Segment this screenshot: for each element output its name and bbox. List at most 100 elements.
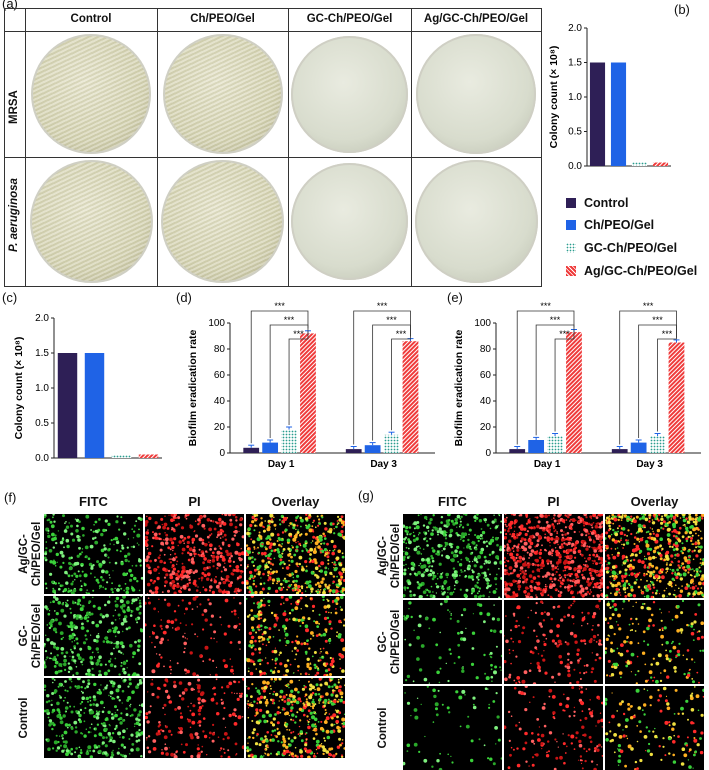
micrograph-image bbox=[605, 600, 704, 684]
micrograph bbox=[246, 514, 345, 594]
micrograph-image bbox=[605, 686, 704, 770]
x-tick-label: Day 3 bbox=[370, 459, 397, 470]
micrograph-column-header: FITC bbox=[44, 494, 143, 509]
plate-column-header: Ch/PEO/Gel bbox=[157, 13, 288, 25]
micrograph-image bbox=[145, 514, 244, 594]
bar bbox=[669, 343, 685, 454]
legend-label: GC-Ch/PEO/Gel bbox=[584, 241, 677, 255]
plate-row-header: MRSA bbox=[8, 90, 20, 124]
micrograph-image bbox=[504, 686, 603, 770]
bar bbox=[611, 63, 626, 167]
legend-swatch bbox=[566, 198, 576, 208]
micrograph-row-header: GC- Ch/PEO/Gel bbox=[18, 601, 46, 671]
micrograph-image bbox=[605, 514, 704, 598]
micrograph-row-header: GC- Ch/PEO/Gel bbox=[377, 605, 405, 679]
micrograph-image bbox=[44, 514, 143, 594]
micrograph bbox=[145, 596, 244, 676]
bar bbox=[262, 443, 278, 453]
micrograph-row-header: Ag/GC- Ch/PEO/Gel bbox=[377, 519, 405, 593]
legend-label: Ch/PEO/Gel bbox=[584, 218, 654, 232]
y-tick-label: 1.0 bbox=[35, 383, 49, 394]
grid-line bbox=[5, 157, 541, 158]
y-tick-label: 0 bbox=[219, 448, 225, 459]
y-tick-label: 2.0 bbox=[35, 313, 49, 324]
panel-label-g: (g) bbox=[358, 488, 374, 503]
significance-label: *** bbox=[559, 329, 570, 339]
micrograph bbox=[145, 514, 244, 594]
legend-item: GC-Ch/PEO/Gel bbox=[566, 241, 677, 255]
legend-swatch bbox=[566, 243, 576, 253]
significance-label: *** bbox=[293, 329, 304, 339]
bar bbox=[346, 449, 362, 453]
micrograph-image bbox=[44, 596, 143, 676]
agar-plate-image bbox=[416, 34, 536, 154]
bar bbox=[139, 455, 158, 459]
micrograph bbox=[44, 678, 143, 758]
micrograph-column-header: Overlay bbox=[605, 494, 704, 509]
micrograph bbox=[44, 596, 143, 676]
bar bbox=[243, 448, 259, 453]
agar-plate-image bbox=[163, 34, 283, 154]
y-tick-label: 100 bbox=[474, 318, 491, 329]
bar bbox=[85, 353, 104, 458]
bar bbox=[547, 436, 563, 453]
y-tick-label: 0.5 bbox=[568, 127, 582, 138]
y-tick-label: 1.5 bbox=[568, 58, 582, 69]
grid-line bbox=[5, 31, 541, 32]
micrograph bbox=[145, 678, 244, 758]
x-tick-label: Day 1 bbox=[534, 459, 561, 470]
agar-plate-image bbox=[161, 160, 284, 283]
significance-label: *** bbox=[652, 315, 663, 325]
micrograph bbox=[403, 686, 502, 770]
bar bbox=[653, 163, 668, 166]
micrograph-image bbox=[44, 678, 143, 758]
y-axis-label: Biofilm eradication rate bbox=[187, 329, 199, 446]
micrograph-row-header: Control bbox=[377, 691, 405, 765]
micrograph bbox=[44, 514, 143, 594]
y-tick-label: 100 bbox=[208, 318, 225, 329]
bar bbox=[300, 333, 316, 453]
micrograph-image bbox=[403, 514, 502, 598]
agar-plate-image bbox=[291, 163, 408, 280]
legend-swatch bbox=[566, 220, 576, 230]
bar bbox=[281, 430, 297, 453]
grid-line bbox=[25, 9, 26, 286]
micrograph-column-header: PI bbox=[504, 494, 603, 509]
micrograph-image bbox=[504, 600, 603, 684]
plate-column-header: Control bbox=[25, 13, 157, 25]
y-tick-label: 20 bbox=[480, 422, 492, 433]
y-tick-label: 80 bbox=[214, 344, 226, 355]
plate-column-header: GC-Ch/PEO/Gel bbox=[288, 13, 411, 25]
agar-plate-image bbox=[30, 160, 153, 283]
y-tick-label: 40 bbox=[480, 396, 492, 407]
panel-label-b: (b) bbox=[674, 2, 690, 17]
agar-plate-image bbox=[291, 36, 408, 153]
y-tick-label: 0.5 bbox=[35, 418, 49, 429]
micrograph bbox=[504, 514, 603, 598]
bar bbox=[403, 341, 419, 453]
y-tick-label: 0 bbox=[485, 448, 491, 459]
legend-item: Ch/PEO/Gel bbox=[566, 218, 654, 232]
micrograph-column-header: Overlay bbox=[246, 494, 345, 509]
micrograph bbox=[504, 686, 603, 770]
y-axis-label: Biofilm eradication rate bbox=[453, 329, 465, 446]
micrograph bbox=[605, 686, 704, 770]
y-tick-label: 0.0 bbox=[35, 453, 49, 464]
y-axis-label: Colony count (× 10⁸) bbox=[548, 46, 560, 149]
micrograph-image bbox=[403, 600, 502, 684]
bar bbox=[566, 332, 582, 453]
y-tick-label: 2.0 bbox=[568, 23, 582, 34]
y-tick-label: 80 bbox=[480, 344, 492, 355]
x-tick-label: Day 1 bbox=[268, 459, 295, 470]
legend-label: Control bbox=[584, 196, 628, 210]
bar bbox=[612, 449, 628, 453]
bar bbox=[650, 436, 666, 453]
bar bbox=[384, 435, 400, 453]
significance-label: *** bbox=[550, 315, 561, 325]
micrograph-image bbox=[403, 686, 502, 770]
agar-plate-image bbox=[415, 160, 538, 283]
